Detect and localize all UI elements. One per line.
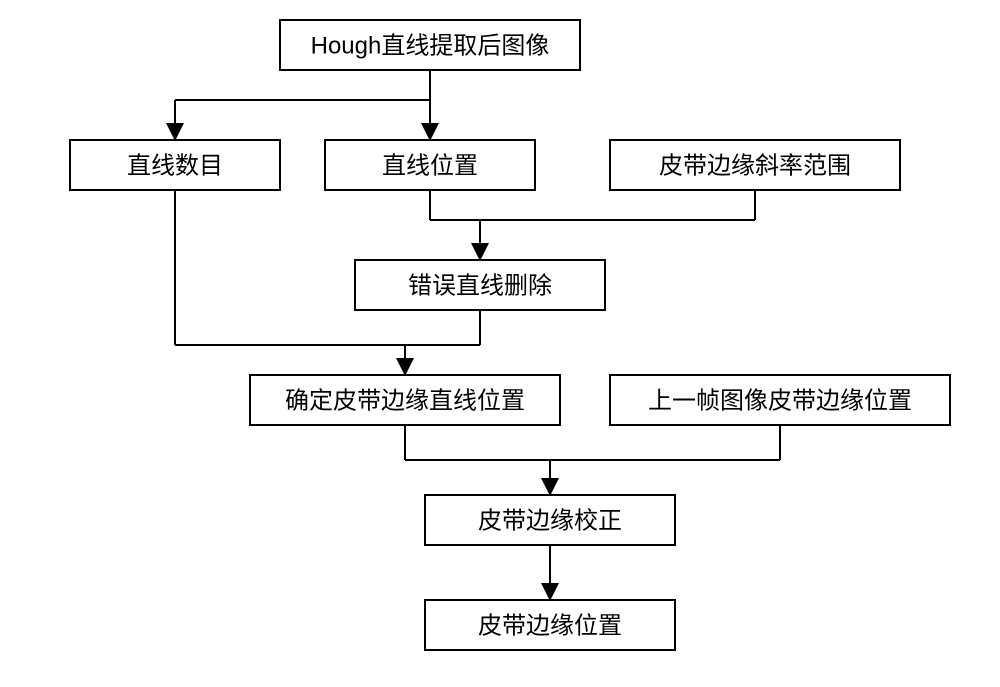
flowchart-canvas: Hough直线提取后图像 直线数目 直线位置 皮带边缘斜率范围 错误直线删除 确…: [0, 0, 1000, 687]
node-n1: 直线数目: [70, 140, 280, 190]
node-n8-label: 皮带边缘位置: [478, 612, 622, 639]
node-n1-label: 直线数目: [127, 152, 223, 179]
node-n8: 皮带边缘位置: [425, 600, 675, 650]
node-n7: 皮带边缘校正: [425, 495, 675, 545]
node-n4-label: 错误直线删除: [408, 272, 552, 299]
node-n7-label: 皮带边缘校正: [478, 507, 622, 534]
node-n3-label: 皮带边缘斜率范围: [659, 152, 851, 179]
node-n4: 错误直线删除: [355, 260, 605, 310]
node-n5: 确定皮带边缘直线位置: [250, 375, 560, 425]
node-n2-label: 直线位置: [382, 152, 478, 179]
node-n0-label: Hough直线提取后图像: [311, 32, 550, 59]
node-n6-label: 上一帧图像皮带边缘位置: [648, 387, 912, 414]
node-n3: 皮带边缘斜率范围: [610, 140, 900, 190]
node-n5-label: 确定皮带边缘直线位置: [285, 387, 525, 414]
node-n2: 直线位置: [325, 140, 535, 190]
node-n0: Hough直线提取后图像: [280, 20, 580, 70]
node-n6: 上一帧图像皮带边缘位置: [610, 375, 950, 425]
